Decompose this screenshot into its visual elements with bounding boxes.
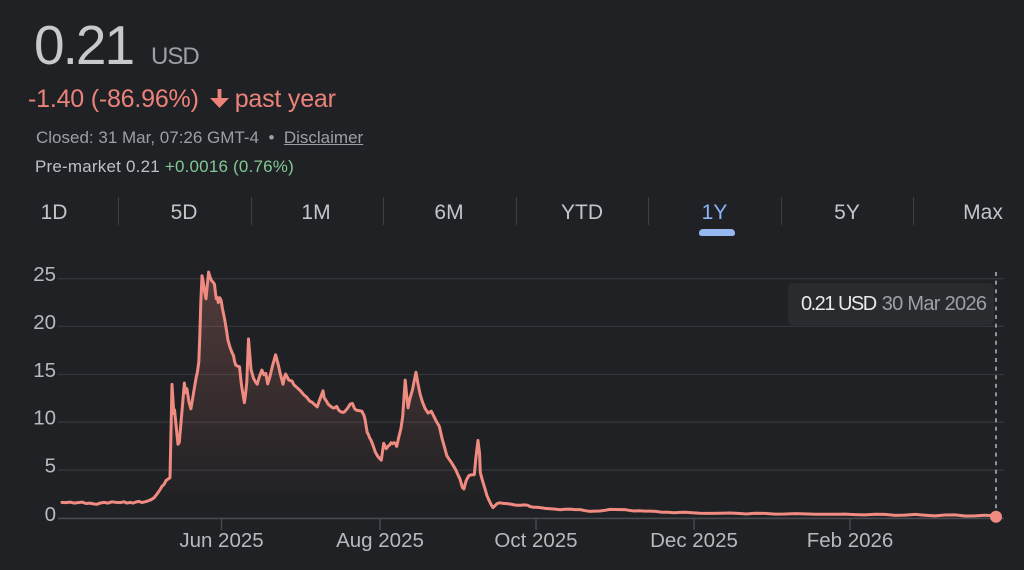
svg-text:Dec 2025: Dec 2025 bbox=[650, 529, 738, 552]
svg-text:20: 20 bbox=[33, 311, 56, 334]
svg-text:10: 10 bbox=[33, 407, 56, 430]
svg-text:Aug 2025: Aug 2025 bbox=[336, 529, 424, 552]
svg-text:Feb 2026: Feb 2026 bbox=[807, 529, 894, 552]
svg-text:15: 15 bbox=[33, 359, 56, 382]
svg-text:Oct 2025: Oct 2025 bbox=[494, 529, 577, 552]
svg-text:0: 0 bbox=[45, 503, 56, 526]
svg-text:Jun 2025: Jun 2025 bbox=[179, 529, 263, 552]
svg-text:25: 25 bbox=[33, 263, 56, 286]
svg-text:5: 5 bbox=[45, 455, 56, 478]
